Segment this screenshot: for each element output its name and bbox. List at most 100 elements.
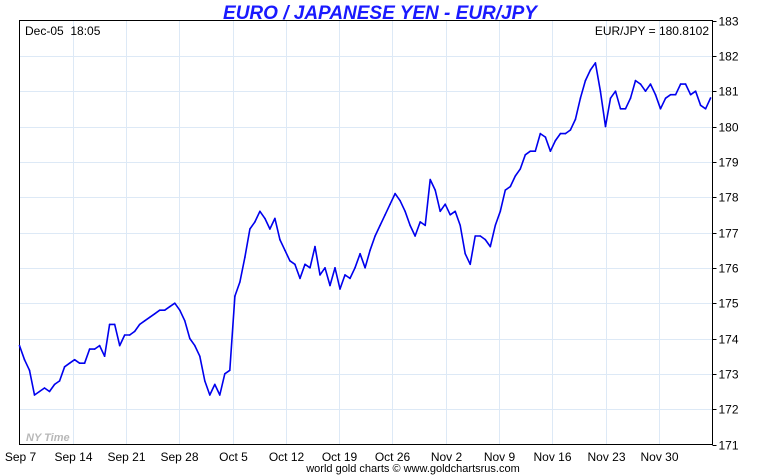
data-point bbox=[464, 252, 467, 255]
data-point bbox=[409, 224, 411, 227]
data-point bbox=[604, 125, 607, 128]
data-point bbox=[58, 380, 61, 382]
data-point bbox=[419, 221, 422, 223]
data-point bbox=[474, 235, 477, 237]
x-tick-label: Sep 7 bbox=[5, 450, 37, 464]
data-point bbox=[589, 69, 592, 71]
data-point bbox=[158, 309, 161, 312]
data-point bbox=[33, 394, 36, 396]
data-point bbox=[113, 323, 116, 326]
data-point bbox=[579, 97, 582, 99]
data-point bbox=[394, 192, 396, 195]
y-tick-label: 179 bbox=[719, 156, 739, 170]
plot-border bbox=[19, 20, 713, 445]
data-point bbox=[514, 175, 517, 177]
data-point bbox=[554, 139, 557, 142]
data-point bbox=[669, 93, 672, 96]
data-point bbox=[244, 256, 246, 259]
data-point bbox=[279, 238, 281, 241]
data-point bbox=[384, 214, 386, 216]
data-point bbox=[264, 217, 266, 220]
data-point bbox=[689, 93, 692, 96]
data-point bbox=[254, 221, 256, 223]
data-point bbox=[314, 245, 316, 248]
data-point bbox=[53, 383, 56, 386]
x-tick-label: Nov 16 bbox=[533, 450, 571, 464]
data-point bbox=[479, 235, 482, 237]
data-point bbox=[219, 394, 221, 396]
data-point bbox=[624, 108, 627, 110]
x-tick-label: Sep 28 bbox=[160, 450, 198, 464]
data-point bbox=[449, 214, 452, 216]
data-point bbox=[108, 323, 111, 326]
x-tick-label: Oct 26 bbox=[375, 450, 411, 464]
data-point bbox=[229, 369, 231, 372]
data-point bbox=[143, 320, 146, 322]
data-point bbox=[389, 203, 391, 205]
data-point bbox=[269, 228, 271, 230]
data-point bbox=[364, 267, 366, 269]
x-tick-label: Sep 14 bbox=[54, 450, 92, 464]
x-tick-label: Oct 12 bbox=[269, 450, 305, 464]
data-point bbox=[339, 288, 341, 290]
data-point bbox=[128, 334, 131, 336]
data-point bbox=[88, 348, 91, 350]
data-point bbox=[334, 267, 336, 269]
data-point bbox=[28, 369, 31, 372]
data-point bbox=[399, 199, 401, 202]
data-point bbox=[609, 97, 612, 99]
data-point bbox=[179, 309, 181, 312]
data-point bbox=[38, 390, 41, 393]
data-point bbox=[48, 390, 51, 393]
data-point bbox=[379, 224, 381, 227]
y-tick-label: 171 bbox=[719, 439, 739, 453]
y-tick-label: 174 bbox=[719, 333, 739, 347]
timestamp-label: Dec-05 18:05 bbox=[25, 24, 101, 38]
data-point bbox=[574, 118, 577, 121]
data-point bbox=[549, 150, 552, 152]
data-point bbox=[274, 217, 276, 220]
data-point bbox=[184, 320, 186, 322]
data-point bbox=[534, 150, 537, 152]
data-point bbox=[439, 210, 442, 213]
data-point bbox=[684, 83, 687, 85]
data-point bbox=[704, 108, 707, 110]
data-point bbox=[649, 83, 652, 85]
data-point bbox=[224, 373, 226, 375]
data-point bbox=[404, 210, 406, 213]
data-point bbox=[214, 383, 216, 386]
y-tick-label: 180 bbox=[719, 121, 739, 135]
data-point bbox=[454, 210, 457, 213]
x-tick-label: Nov 23 bbox=[587, 450, 625, 464]
data-point bbox=[133, 330, 136, 333]
data-point bbox=[529, 150, 532, 152]
x-tick-label: Nov 2 bbox=[431, 450, 463, 464]
data-point bbox=[78, 362, 81, 365]
data-point bbox=[118, 344, 121, 347]
data-point bbox=[674, 93, 677, 96]
data-point bbox=[329, 284, 331, 287]
data-point bbox=[584, 79, 587, 82]
data-point bbox=[489, 245, 492, 248]
data-point bbox=[559, 132, 562, 135]
data-point bbox=[459, 224, 462, 227]
timezone-label: NY Time bbox=[26, 432, 70, 444]
x-tick-label: Sep 21 bbox=[107, 450, 145, 464]
data-point bbox=[509, 185, 512, 188]
data-point bbox=[569, 129, 572, 131]
data-point bbox=[499, 210, 502, 213]
series-group bbox=[18, 62, 712, 396]
data-point bbox=[63, 366, 66, 368]
data-point bbox=[544, 136, 547, 138]
y-tick-label: 178 bbox=[719, 191, 739, 205]
data-point bbox=[599, 90, 602, 92]
data-point bbox=[153, 313, 156, 315]
y-tick-label: 172 bbox=[719, 403, 739, 417]
data-point bbox=[234, 295, 236, 297]
data-point bbox=[524, 154, 527, 156]
data-point bbox=[354, 267, 356, 269]
data-point bbox=[98, 344, 101, 347]
data-point bbox=[189, 337, 191, 340]
data-point bbox=[564, 132, 567, 135]
